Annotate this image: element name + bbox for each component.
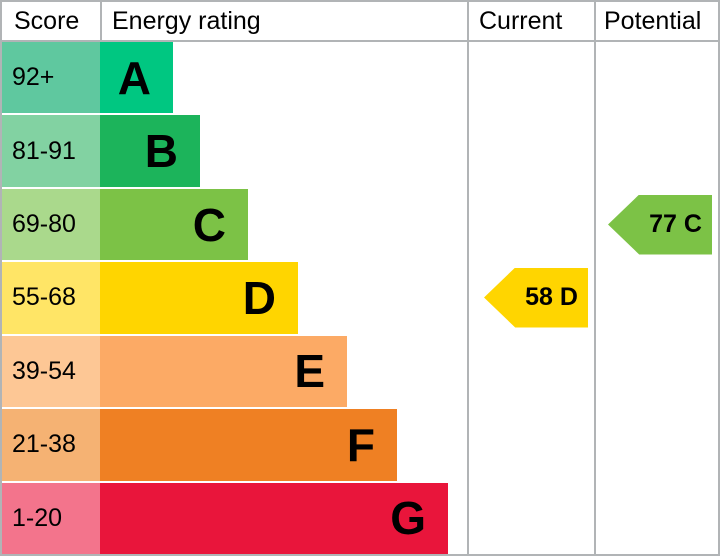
- table-header: Score Energy rating Current Potential: [2, 2, 718, 42]
- potential-column-divider: [594, 2, 596, 554]
- band-score-label: 92+: [12, 63, 55, 92]
- band-bar: C: [100, 188, 248, 261]
- potential-arrow-label: 77 C: [649, 210, 702, 238]
- band-letter: C: [192, 198, 226, 251]
- current-arrow-label: 58 D: [525, 283, 578, 311]
- band-rows: 92+ A 81-91 B 69-80 C 55-68: [2, 42, 718, 554]
- band-score-label: 39-54: [12, 356, 76, 385]
- band-score-cell: 39-54: [2, 335, 100, 408]
- band-row: 81-91 B: [2, 115, 718, 187]
- header-current: Current: [479, 6, 563, 35]
- header-energy-rating: Energy rating: [112, 6, 261, 35]
- band-score-label: 81-91: [12, 136, 76, 165]
- band-score-cell: 21-38: [2, 409, 100, 481]
- band-letter: E: [294, 345, 325, 398]
- band-score-label: 21-38: [12, 430, 76, 459]
- band-letter: F: [346, 418, 375, 471]
- band-letter: A: [117, 51, 151, 104]
- band-row: 39-54 E: [2, 335, 718, 408]
- band-bar: B: [100, 115, 200, 187]
- band-score-label: 1-20: [12, 503, 63, 532]
- band-row: 92+ A: [2, 42, 718, 114]
- band-row: 69-80 C: [2, 188, 718, 261]
- header-score: Score: [2, 2, 102, 40]
- header-potential: Potential: [604, 6, 702, 35]
- band-score-cell: 69-80: [2, 188, 100, 261]
- current-column-divider: [467, 2, 469, 554]
- band-bar: D: [100, 262, 298, 334]
- band-letter: D: [242, 271, 276, 324]
- band-score-cell: 1-20: [2, 482, 100, 554]
- band-bar: G: [100, 482, 448, 554]
- band-bar: A: [100, 42, 173, 114]
- band-score-cell: 81-91: [2, 115, 100, 187]
- band-score-label: 69-80: [12, 210, 76, 239]
- band-bar: E: [100, 335, 347, 408]
- band-bar: F: [100, 409, 397, 481]
- band-score-cell: 55-68: [2, 262, 100, 334]
- band-score-label: 55-68: [12, 283, 76, 312]
- band-row: 21-38 F: [2, 409, 718, 481]
- band-letter: B: [144, 125, 178, 178]
- band-score-cell: 92+: [2, 42, 100, 114]
- band-row: 1-20 G: [2, 482, 718, 554]
- band-row: 55-68 D: [2, 262, 718, 334]
- band-letter: G: [390, 492, 426, 545]
